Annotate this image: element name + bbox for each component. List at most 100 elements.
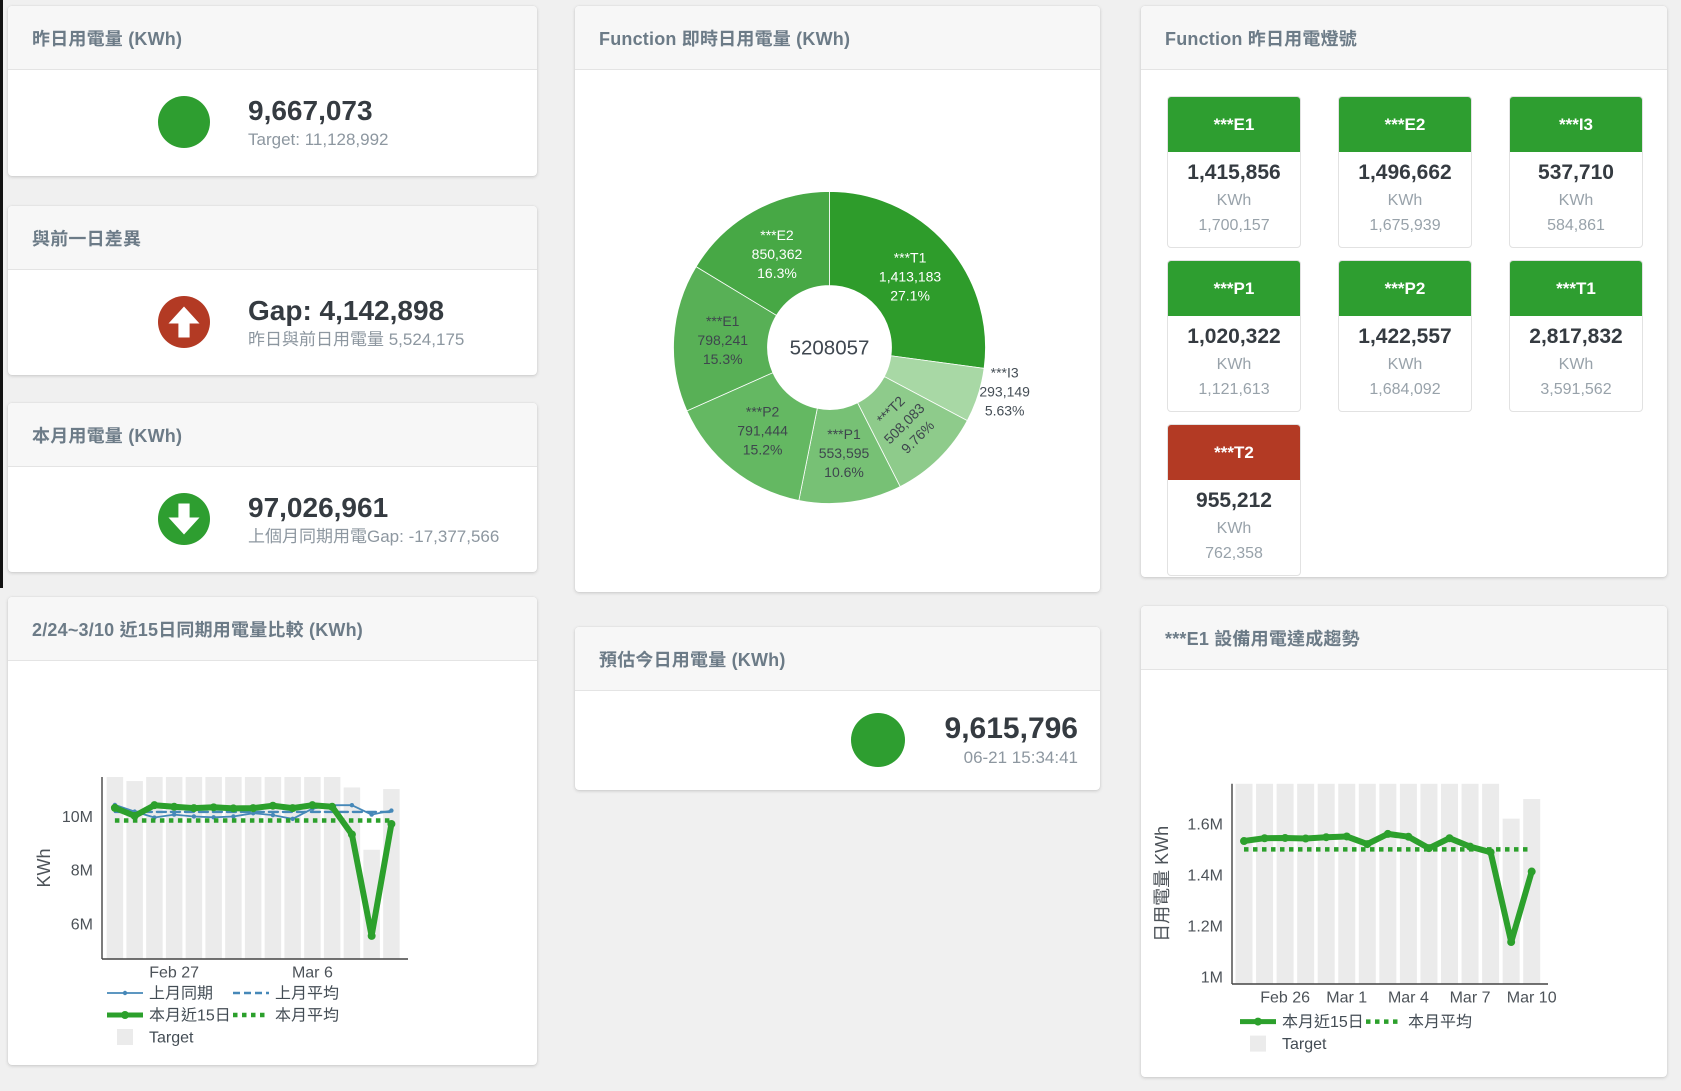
card-month-header: 本月用電量 (KWh) xyxy=(8,403,537,467)
donut-slices xyxy=(673,191,986,504)
donut-slice-E1[interactable] xyxy=(673,266,778,412)
tile-header: ***I3 xyxy=(1510,97,1642,152)
donut-slice-T1[interactable] xyxy=(829,191,986,369)
trend-line-chart[interactable]: 1M 1.2M 1.4M 1.6M Feb 26 Mar 1 Mar 4 Mar 7 Mar 1… xyxy=(1141,670,1667,1076)
tile-unit: KWh xyxy=(1387,356,1423,373)
card-day-gap: 與前一日差異 Gap: 4,142,898 昨日與前日用電量 5,524,175 xyxy=(8,206,537,375)
donut-slice-P2[interactable] xyxy=(686,372,818,501)
tile-body: 1,496,662 KWh 1,675,939 xyxy=(1339,152,1471,247)
card-trend-header: ***E1 設備用電達成趨勢 xyxy=(1141,606,1667,670)
target-bar xyxy=(1441,783,1458,984)
target-bar xyxy=(1379,783,1397,984)
y-axis-title: KWh xyxy=(34,848,54,887)
donut-label: ***P1 553,595 10.6% xyxy=(819,426,870,480)
donut-label: ***P2 791,444 15.2% xyxy=(737,404,788,458)
yesterday-usage-value: 9,667,073 xyxy=(248,94,373,126)
tile-unit: KWh xyxy=(1216,520,1252,537)
light-tile-I3[interactable]: ***I3 537,710 KWh 584,861 xyxy=(1509,96,1643,248)
card-compare-chart: 2/24~3/10 近15日同期用電量比較 (KWh) 6M 8M 10M Feb 2… xyxy=(8,597,537,1065)
target-bars xyxy=(1235,783,1541,984)
series-marker xyxy=(1507,938,1516,947)
legend-item-上月平均[interactable]: 上月平均 xyxy=(233,985,339,1003)
legend-item-本月平均[interactable]: 本月平均 xyxy=(1366,1013,1472,1031)
tile-value: 955,212 xyxy=(1196,489,1272,512)
series-marker xyxy=(349,802,355,808)
card-lights-header: Function 昨日用電燈號 xyxy=(1141,6,1667,70)
legend-label: 本月平均 xyxy=(1408,1013,1472,1031)
series-marker xyxy=(1240,837,1248,846)
target-bar xyxy=(1358,783,1376,984)
legend-item-上月同期[interactable]: 上月同期 xyxy=(107,985,213,1003)
tile-target: 762,358 xyxy=(1205,545,1263,562)
y-tick-label: 10M xyxy=(62,809,93,826)
legend-item-Target[interactable]: Target xyxy=(117,1029,194,1047)
series-marker xyxy=(229,804,238,813)
series-marker xyxy=(1383,829,1392,838)
month-usage-value: 97,026,961 xyxy=(248,491,389,523)
series-marker xyxy=(171,812,177,817)
tile-body: 1,415,856 KWh 1,700,157 xyxy=(1168,152,1300,247)
legend-label: 上月同期 xyxy=(149,985,213,1003)
series-marker xyxy=(270,812,276,818)
target-bar xyxy=(363,849,380,959)
realtime-donut-chart[interactable]: ***T1 1,413,183 27.1%***I3 293,149 5.63%***T… xyxy=(575,70,1100,591)
series-marker xyxy=(209,803,218,812)
card-realtime-donut: Function 即時日用電量 (KWh) ***T1 1,413,183 27.1… xyxy=(575,6,1100,592)
light-tile-P2[interactable]: ***P2 1,422,557 KWh 1,684,092 xyxy=(1338,260,1472,412)
series-marker xyxy=(191,814,197,819)
card-yesterday-header: 昨日用電量 (KWh) xyxy=(8,6,537,70)
target-bar xyxy=(244,777,262,959)
series-marker xyxy=(268,801,277,810)
legend-item-Target[interactable]: Target xyxy=(1250,1035,1327,1054)
y-axis-title: 日用電量 KWh xyxy=(1152,826,1172,942)
tile-header: ***E2 xyxy=(1339,97,1471,152)
tile-unit: KWh xyxy=(1216,356,1252,373)
target-bar xyxy=(1256,783,1274,984)
light-tile-T1[interactable]: ***T1 2,817,832 KWh 3,591,562 xyxy=(1509,260,1643,412)
legend-swatch xyxy=(117,1029,133,1045)
donut-labels: ***T1 1,413,183 27.1%***I3 293,149 5.63%***T… xyxy=(697,227,1030,480)
card-compare-header: 2/24~3/10 近15日同期用電量比較 (KWh) xyxy=(8,597,537,661)
tile-unit: KWh xyxy=(1216,192,1252,209)
arrow-down-circle-icon xyxy=(158,493,210,545)
light-tile-P1[interactable]: ***P1 1,020,322 KWh 1,121,613 xyxy=(1167,260,1301,412)
donut-slice-E2[interactable] xyxy=(695,191,830,316)
light-tile-E1[interactable]: ***E1 1,415,856 KWh 1,700,157 xyxy=(1167,96,1301,248)
legend-label: 上月平均 xyxy=(275,985,339,1003)
forecast-timestamp: 06-21 15:34:41 xyxy=(963,748,1078,767)
target-bar xyxy=(323,777,341,959)
legend-marker xyxy=(1254,1017,1262,1026)
light-tile-T2[interactable]: ***T2 955,212 KWh 762,358 xyxy=(1167,424,1301,576)
tile-target: 1,121,613 xyxy=(1198,381,1270,398)
tile-value: 2,817,832 xyxy=(1529,325,1623,348)
legend-swatch xyxy=(1250,1035,1266,1052)
card-lights: Function 昨日用電燈號 ***E1 1,415,856 KWh 1,700,1… xyxy=(1141,6,1667,577)
series-marker xyxy=(1404,832,1413,841)
legend-item-本月近15日[interactable]: 本月近15日 xyxy=(1240,1013,1364,1031)
tile-body: 1,020,322 KWh 1,121,613 xyxy=(1168,316,1300,411)
series-marker xyxy=(231,814,236,819)
legend-item-本月近15日[interactable]: 本月近15日 xyxy=(107,1007,231,1025)
target-bar xyxy=(1276,783,1294,984)
left-edge-strip xyxy=(0,0,3,588)
tile-target: 1,684,092 xyxy=(1369,381,1441,398)
tile-unit: KWh xyxy=(1387,192,1423,209)
tile-body: 1,422,557 KWh 1,684,092 xyxy=(1339,316,1471,411)
tile-header: ***T2 xyxy=(1168,425,1300,480)
tile-value: 1,415,856 xyxy=(1187,161,1281,184)
card-forecast: 預估今日用電量 (KWh) 9,615,796 06-21 15:34:41 xyxy=(575,627,1100,790)
legend-item-本月平均[interactable]: 本月平均 xyxy=(233,1007,339,1025)
series-marker xyxy=(1445,834,1454,843)
series-marker xyxy=(150,801,159,810)
y-tick-label: 1M xyxy=(1201,969,1223,986)
tile-value: 1,422,557 xyxy=(1358,325,1452,348)
x-tick-label: Mar 7 xyxy=(1450,990,1491,1007)
legend-label: 本月近15日 xyxy=(1282,1013,1364,1031)
light-tile-E2[interactable]: ***E2 1,496,662 KWh 1,675,939 xyxy=(1338,96,1472,248)
series-marker xyxy=(249,804,258,813)
target-bar xyxy=(1523,799,1541,984)
x-tick-label: Mar 1 xyxy=(1326,990,1367,1007)
month-usage-gap: 上個月同期用電Gap: -17,377,566 xyxy=(248,526,500,546)
card-compare-title: 2/24~3/10 近15日同期用電量比較 (KWh) xyxy=(32,619,363,640)
